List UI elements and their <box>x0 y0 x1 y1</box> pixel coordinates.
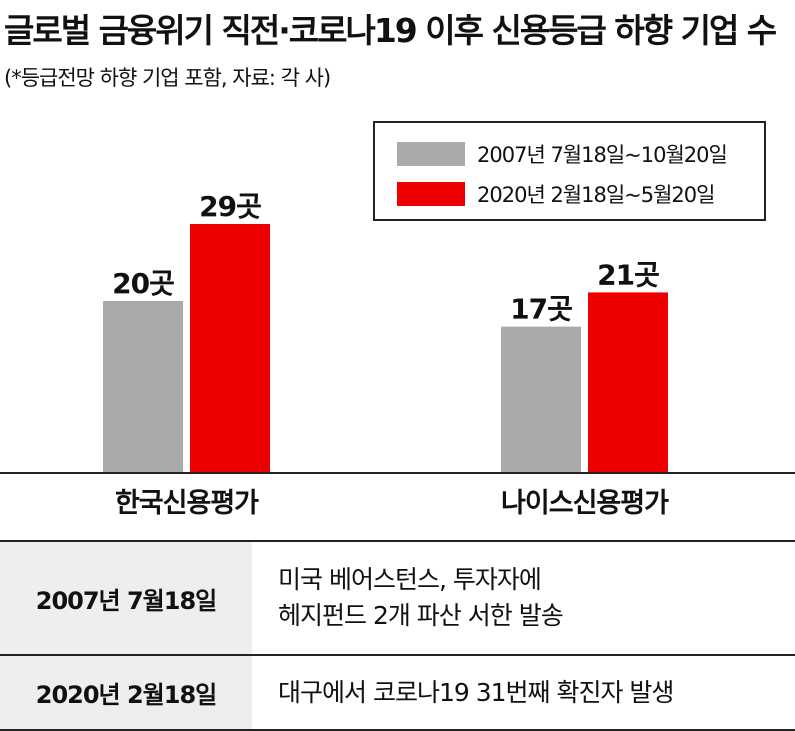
legend-swatch-2020 <box>397 182 465 206</box>
legend-label-2020: 2020년 2월18일~5월20일 <box>477 183 715 207</box>
legend-item-2007: 2007년 7월18일~10월20일 <box>397 141 728 167</box>
legend-label-2007: 2007년 7월18일~10월20일 <box>477 143 728 167</box>
event-date: 2007년 7월18일 <box>0 542 252 654</box>
event-description: 미국 베어스턴스, 투자자에 헤지펀드 2개 파산 서한 발송 <box>278 542 795 654</box>
event-description: 대구에서 코로나19 31번째 확진자 발생 <box>278 656 795 729</box>
data-label-1-1: 21곳 <box>597 258 659 291</box>
chart-legend: 2007년 7월18일~10월20일 2020년 2월18일~5월20일 <box>373 121 766 221</box>
table-divider <box>0 654 795 656</box>
bar-1-1 <box>588 292 668 472</box>
table-row: 2007년 7월18일 미국 베어스턴스, 투자자에 헤지펀드 2개 파산 서한… <box>0 542 795 654</box>
table-divider <box>0 729 795 731</box>
legend-item-2020: 2020년 2월18일~5월20일 <box>397 181 715 207</box>
source-note: (*등급전망 하향 기업 포함, 자료: 각 사) <box>4 66 331 90</box>
bar-1-0 <box>501 326 581 472</box>
category-label-1: 나이스신용평가 <box>501 488 669 519</box>
event-date: 2020년 2월18일 <box>0 656 252 729</box>
category-label-0: 한국신용평가 <box>115 488 259 519</box>
event-line: 대구에서 코로나19 31번째 확진자 발생 <box>278 677 674 707</box>
event-table: 2007년 7월18일 미국 베어스턴스, 투자자에 헤지펀드 2개 파산 서한… <box>0 540 795 731</box>
bar-0-1 <box>190 224 270 472</box>
data-label-0-0: 20곳 <box>112 267 174 300</box>
data-label-0-1: 29곳 <box>199 190 261 223</box>
table-row: 2020년 2월18일 대구에서 코로나19 31번째 확진자 발생 <box>0 656 795 729</box>
table-divider <box>0 540 795 542</box>
legend-swatch-2007 <box>397 142 465 166</box>
data-label-1-0: 17곳 <box>510 293 572 326</box>
event-line: 헤지펀드 2개 파산 서한 발송 <box>278 601 564 630</box>
bar-0-0 <box>103 300 183 472</box>
event-line: 미국 베어스턴스, 투자자에 <box>278 565 542 594</box>
page-title: 글로벌 금융위기 직전·코로나19 이후 신용등급 하향 기업 수 <box>4 11 777 50</box>
